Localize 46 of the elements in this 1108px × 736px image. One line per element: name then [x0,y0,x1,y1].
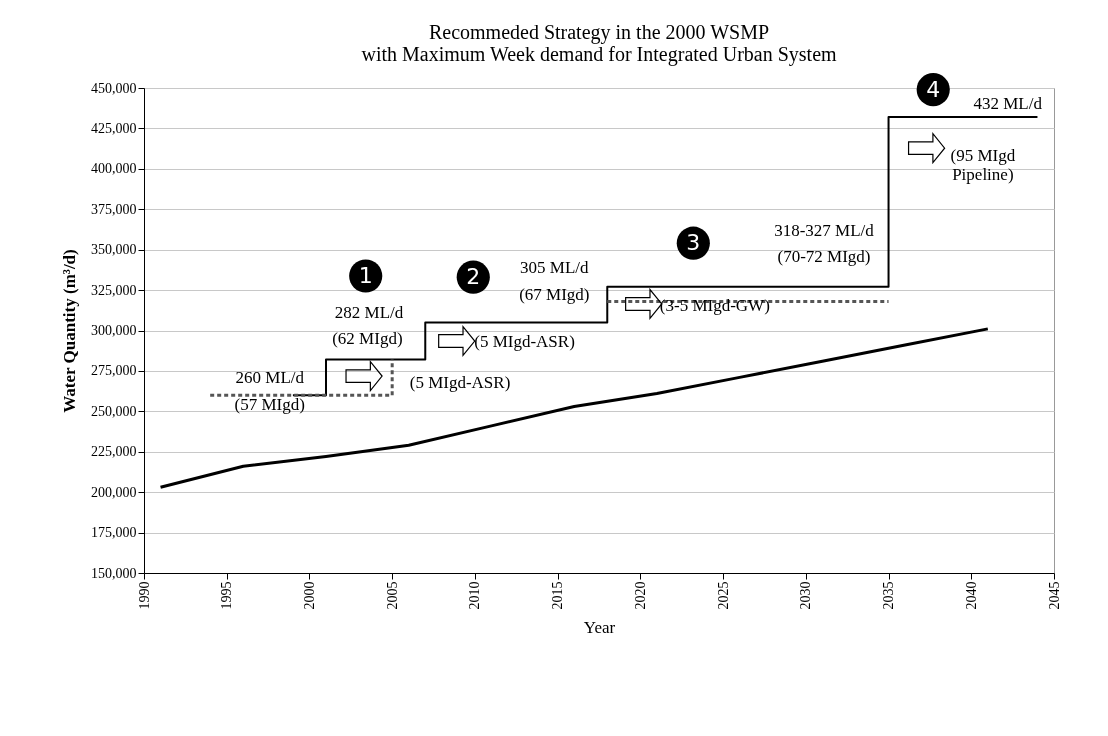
annotation: 305 ML/d [520,258,590,278]
annotation: 282 ML/d [334,303,404,323]
annotation: 4 [926,76,941,102]
x-tick-label: 1990 [136,581,152,610]
annotation: 2 [466,264,481,290]
x-tick-label: 2040 [963,581,979,610]
x-tick-label: 2005 [384,581,400,610]
y-tick-label: 350,000 [91,242,137,258]
x-tick-label: 2030 [798,581,814,610]
annotation: (5 MIgd-ASR) [409,373,511,393]
y-tick-label: 225,000 [91,444,137,460]
y-tick-label: 375,000 [91,201,137,217]
annotation: 318-327 ML/d [774,221,875,241]
annotation: (3-5 MIgd-GW) [659,296,770,316]
annotation: 432 ML/d [973,94,1043,114]
x-tick-label: 1995 [219,581,235,610]
y-tick-label: 150,000 [91,565,137,581]
x-tick-label: 2000 [301,581,317,610]
annotation: (57 MIgd) [234,395,305,415]
annotation: 260 ML/d [235,368,305,388]
x-tick-label: 2045 [1046,581,1062,610]
x-tick-label: 2015 [550,581,566,610]
chart-title: Recommeded Strategy in the 2000 WSMP with Maximum Week demand for Integrated Urban System [361,21,837,67]
x-tick-label: 2020 [632,581,648,610]
y-tick-label: 275,000 [91,363,137,379]
y-tick-label: 250,000 [91,403,137,419]
y-tick-label: 300,000 [91,323,137,338]
y-tick-label: 200,000 [91,484,137,500]
y-axis-title: Water Quantity (m³/d) [60,249,79,413]
y-tick-label: 400,000 [91,161,137,177]
y-tick-label: 175,000 [91,525,137,541]
line-series [159,327,990,489]
y-tick-label: 425,000 [91,120,137,136]
x-tick-label: 2035 [881,581,897,610]
x-tick-label: 2025 [715,581,731,610]
y-tick-label: 325,000 [91,282,137,298]
annotation: 1 [358,263,373,289]
annotation: (67 MIgd) [519,285,590,305]
x-tick-label: 2010 [467,581,483,610]
annotation: 3 [686,230,701,256]
annotation: (5 MIgd-ASR) [474,332,575,352]
annotation: (70-72 MIgd) [777,247,871,267]
annotation: (62 MIgd) [332,329,403,349]
x-axis-title: Year [583,617,616,637]
annotation: (95 MIgd Pipeline) [950,145,1016,184]
y-tick-label: 450,000 [91,80,137,96]
